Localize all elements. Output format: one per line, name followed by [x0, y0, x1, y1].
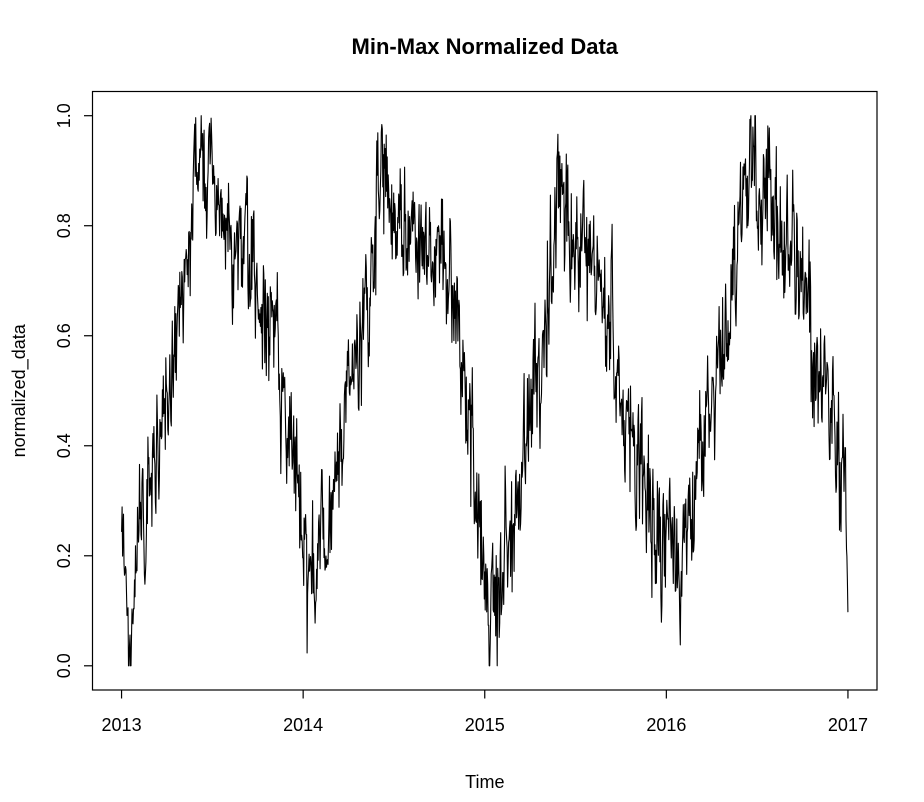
y-tick-label: 0.4 — [54, 433, 74, 458]
y-tick-label: 1.0 — [54, 103, 74, 128]
y-tick-label: 0.2 — [54, 543, 74, 568]
x-tick-label: 2015 — [465, 715, 505, 735]
y-axis-label: normalized_data — [9, 323, 30, 457]
x-axis-label: Time — [465, 772, 504, 792]
x-tick-label: 2013 — [102, 715, 142, 735]
y-tick-label: 0.8 — [54, 213, 74, 238]
x-axis-ticks: 2013 2014 2015 2016 2017 — [102, 690, 868, 735]
y-axis-ticks: 0.0 0.2 0.4 0.6 0.8 1.0 — [54, 103, 93, 678]
x-tick-label: 2014 — [283, 715, 323, 735]
y-tick-label: 0.0 — [54, 653, 74, 678]
x-tick-label: 2016 — [646, 715, 686, 735]
chart-title: Min-Max Normalized Data — [352, 34, 619, 59]
x-tick-label: 2017 — [828, 715, 868, 735]
data-line — [121, 115, 849, 667]
y-tick-label: 0.6 — [54, 323, 74, 348]
